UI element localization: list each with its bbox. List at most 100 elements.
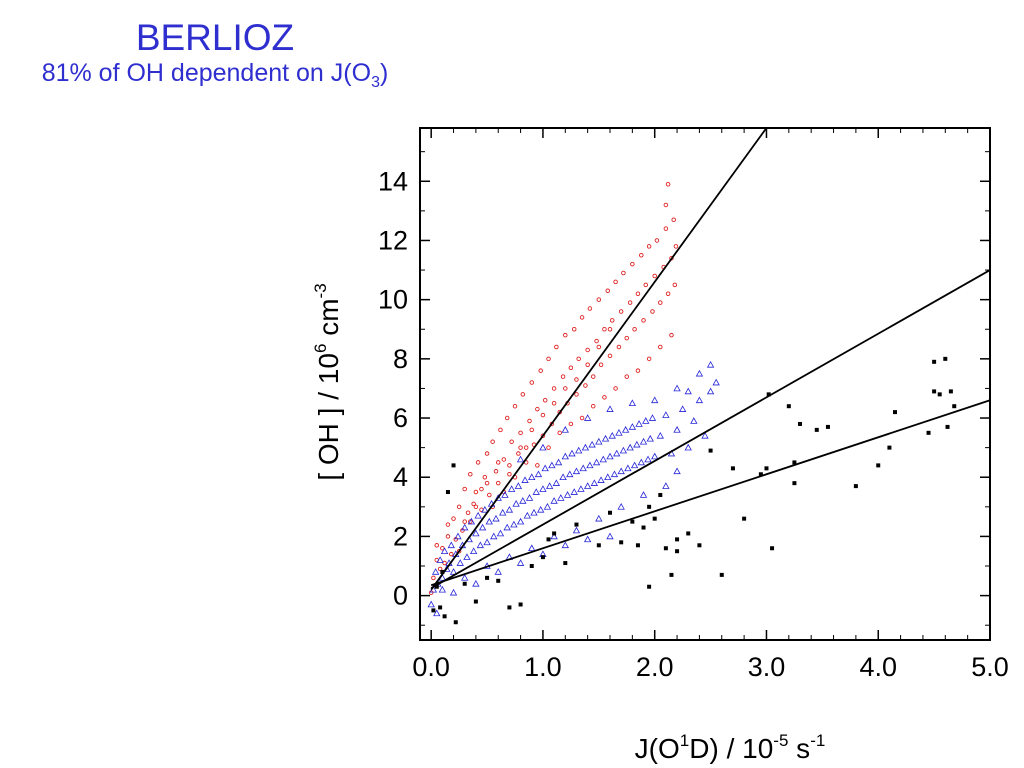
series-2-point [673, 426, 681, 433]
series-2-point [436, 556, 444, 563]
series-2-point [532, 488, 540, 495]
series-1-point [445, 534, 451, 539]
series-2-point [561, 541, 569, 549]
series-2-point [695, 369, 704, 377]
x-label-prefix: J(O [635, 733, 680, 764]
series-2-point [528, 544, 536, 552]
series-2-point [595, 437, 603, 445]
series-3-point [431, 608, 436, 613]
series-3-point [647, 584, 652, 589]
series-3-point [485, 575, 490, 580]
series-2-point [472, 579, 480, 587]
series-1-point [484, 451, 490, 456]
series-2-point [646, 434, 654, 442]
series-2-point [438, 585, 447, 593]
series-2-point [454, 532, 462, 540]
series-1-point [583, 383, 588, 388]
series-2-point [637, 458, 645, 466]
series-1-point [551, 386, 557, 391]
series-1-point [554, 344, 559, 350]
series-1-point [658, 344, 663, 350]
series-1-point [613, 279, 618, 285]
fit-line-1 [430, 127, 768, 591]
series-2-point [583, 535, 592, 543]
series-3-point [496, 578, 501, 583]
series-1-point [546, 356, 551, 362]
series-2-point [621, 426, 630, 433]
series-1-point [605, 288, 611, 294]
series-2-point [494, 494, 502, 501]
subtitle-suffix: ) [379, 59, 389, 87]
series-2-point [512, 500, 520, 507]
series-1-point [535, 406, 540, 412]
series-2-point [545, 482, 554, 489]
series-2-point [610, 470, 619, 478]
series-1-point [602, 326, 607, 332]
x-tick-label: 0.0 [412, 652, 450, 682]
series-1-point [579, 415, 585, 421]
series-2-point [628, 399, 637, 407]
y-label-sup2: -3 [311, 283, 330, 298]
data-marks [427, 181, 957, 625]
series-2-point [530, 508, 538, 516]
x-tick-label: 4.0 [859, 652, 897, 682]
series-1-point [542, 398, 548, 403]
series-2-point [514, 482, 523, 489]
series-2-point [478, 523, 487, 531]
series-1-point [574, 377, 579, 382]
series-3-point [630, 519, 635, 524]
series-1-point [518, 430, 523, 436]
series-3-point [663, 546, 668, 551]
series-1-point [630, 261, 635, 267]
y-tick-label: 10 [378, 285, 408, 315]
series-2-point [568, 449, 576, 457]
series-2-point [624, 464, 632, 472]
series-2-point [481, 505, 489, 513]
series-2-point [615, 429, 623, 436]
series-2-point [642, 417, 650, 424]
series-1-point [493, 469, 499, 474]
series-2-point [516, 559, 525, 566]
x-label-sup1: 1 [680, 731, 689, 750]
series-2-point [561, 426, 569, 433]
series-3-point [442, 614, 447, 619]
series-2-point [583, 482, 592, 489]
series-2-point [613, 449, 621, 457]
series-2-point [427, 600, 435, 608]
series-1-point [574, 392, 579, 397]
series-3-point [952, 404, 957, 409]
series-2-point [706, 387, 715, 395]
series-3-point [434, 584, 439, 589]
series-1-point [596, 344, 602, 350]
series-1-point [518, 445, 523, 450]
series-2-point [662, 482, 670, 489]
series-1-point [672, 282, 678, 288]
series-1-point [579, 315, 585, 320]
series-1-point [598, 362, 604, 368]
y-tick-label: 8 [393, 344, 408, 374]
series-2-point [662, 411, 670, 418]
series-2-point [461, 574, 469, 581]
series-3-point [786, 404, 791, 409]
series-1-point [456, 504, 462, 510]
x-label-sup3: -1 [810, 731, 825, 750]
series-1-point [621, 270, 626, 276]
series-1-point [495, 480, 501, 486]
series-1-point [624, 335, 630, 341]
series-3-point [792, 460, 797, 465]
series-2-point [563, 491, 572, 498]
series-2-point [476, 541, 485, 549]
series-2-point [617, 502, 625, 510]
series-3-point [697, 543, 702, 548]
series-1-point [434, 543, 440, 548]
series-2-point [656, 431, 664, 439]
x-tick-label: 1.0 [524, 652, 562, 682]
series-2-point [633, 440, 641, 448]
series-3-point [540, 555, 545, 560]
series-1-point [529, 380, 535, 385]
series-2-point [599, 455, 607, 463]
series-2-point [601, 434, 610, 442]
series-2-point [528, 473, 536, 481]
series-3-point [462, 581, 467, 586]
